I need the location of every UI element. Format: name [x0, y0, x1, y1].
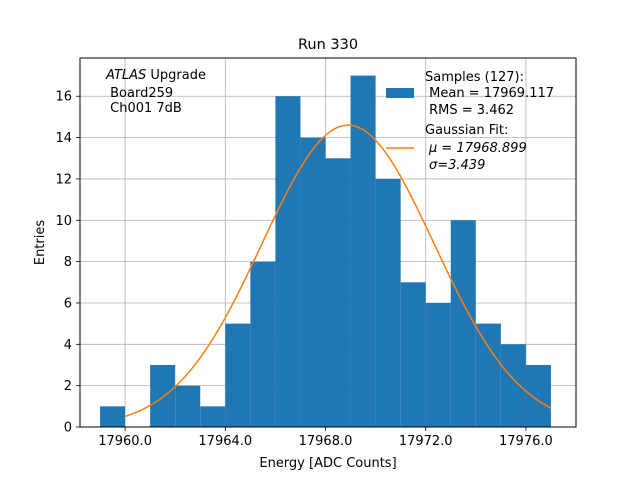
x-tick-label: 17960.0	[98, 434, 152, 449]
histogram-bar	[200, 406, 226, 427]
plot-frame	[79, 57, 577, 428]
chart-title: Run 330	[298, 37, 358, 53]
y-tick-label: 4	[64, 338, 72, 353]
histogram-bar	[275, 96, 301, 427]
atlas-annotation: ATLAS Upgrade Board259 Ch001 7dB	[105, 68, 206, 116]
legend-fit-mu: μ = 17968.899	[428, 141, 527, 156]
x-axis-label: Energy [ADC Counts]	[259, 456, 396, 471]
histogram-bar	[300, 137, 326, 427]
x-tick-label: 17972.0	[399, 434, 453, 449]
histogram-bar	[525, 364, 551, 427]
histogram-bar	[325, 158, 351, 427]
histogram-bar	[350, 75, 376, 428]
y-axis-ticks: 0 2 4 6 8 10 12 14 16	[55, 90, 80, 436]
x-tick-label: 17964.0	[198, 434, 252, 449]
y-tick-label: 6	[64, 296, 72, 311]
legend-fit-sigma: σ=3.439	[429, 158, 485, 173]
y-tick-label: 0	[64, 421, 72, 436]
x-tick-label: 17968.0	[299, 434, 353, 449]
histogram-bar	[250, 261, 276, 427]
y-tick-label: 8	[64, 255, 72, 270]
histogram-bar	[150, 364, 176, 427]
atlas-label: ATLAS	[105, 68, 146, 83]
y-tick-label: 12	[55, 172, 72, 187]
histogram-bar	[500, 344, 526, 427]
y-tick-label: 2	[64, 379, 72, 394]
histogram-bar	[475, 323, 501, 427]
histogram-bar	[175, 385, 201, 427]
gaussian-fit	[124, 124, 552, 418]
histogram-bar	[100, 406, 126, 427]
upgrade-label: Upgrade	[146, 68, 206, 83]
annotation-line-3: Ch001 7dB	[106, 101, 182, 116]
y-tick-label: 10	[55, 214, 72, 229]
annotation-line-1: ATLAS Upgrade	[105, 68, 206, 83]
legend: Samples (127): Mean = 17969.117 RMS = 3.…	[386, 70, 554, 173]
x-tick-label: 17976.0	[499, 434, 553, 449]
histogram-bars	[100, 75, 551, 428]
histogram-bar	[400, 282, 426, 427]
x-axis-ticks: 17960.0 17964.0 17968.0 17972.0 17976.0	[98, 427, 553, 449]
histogram-bar	[425, 302, 451, 427]
legend-histogram-mean: Mean = 17969.117	[425, 86, 554, 101]
y-tick-label: 14	[55, 131, 72, 146]
histogram-bar	[450, 220, 476, 427]
y-axis-label: Entries	[33, 220, 48, 266]
histogram-bar	[375, 178, 401, 427]
legend-fit-label: Gaussian Fit:	[425, 123, 508, 138]
gaussian-fit-curve	[124, 124, 552, 418]
legend-histogram-rms: RMS = 3.462	[425, 103, 514, 118]
histogram-bar	[225, 323, 251, 427]
legend-histogram-label: Samples (127):	[425, 70, 524, 85]
legend-histogram-swatch	[386, 88, 414, 98]
annotation-line-2: Board259	[106, 86, 173, 101]
y-tick-label: 16	[55, 90, 72, 105]
